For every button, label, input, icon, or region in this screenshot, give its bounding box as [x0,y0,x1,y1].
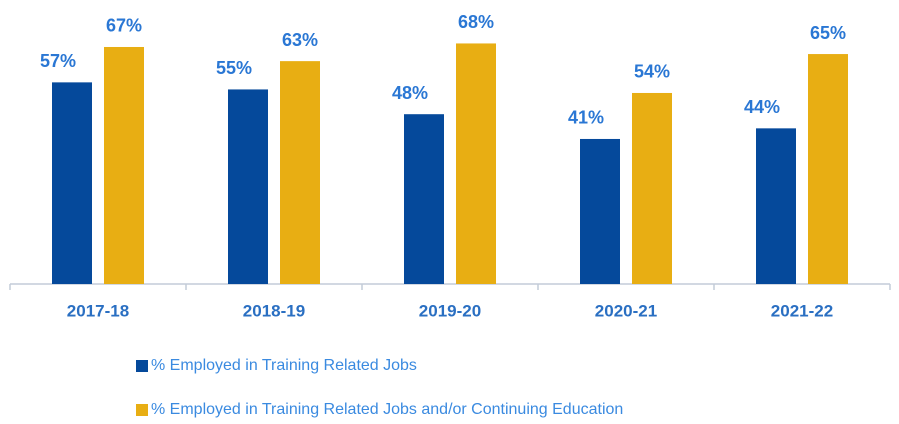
bar [808,54,848,284]
x-tick-label: 2019-20 [419,301,481,320]
bar [104,46,144,284]
bar [228,89,268,284]
value-label: 57% [40,51,76,71]
x-tick-label: 2020-21 [595,301,657,320]
legend-swatch [136,360,148,372]
bar [580,138,620,284]
legend-label: % Employed in Training Related Jobs and/… [151,401,623,418]
value-label: 55% [216,58,252,78]
legend-swatch [136,404,148,416]
x-tick-label: 2021-22 [771,301,833,320]
bar [456,43,496,285]
bar [756,128,796,284]
legend-label: % Employed in Training Related Jobs [151,357,417,374]
x-tick-label: 2017-18 [67,301,129,320]
value-label: 68% [458,12,494,32]
bar [632,92,672,284]
bar [404,114,444,284]
x-tick-label: 2018-19 [243,301,305,320]
bar [280,61,320,285]
value-label: 65% [810,23,846,43]
value-label: 48% [392,83,428,103]
value-label: 44% [744,97,780,117]
bar [52,82,92,284]
value-label: 63% [282,30,318,50]
value-label: 41% [568,108,604,128]
value-label: 54% [634,62,670,82]
value-label: 67% [106,16,142,36]
